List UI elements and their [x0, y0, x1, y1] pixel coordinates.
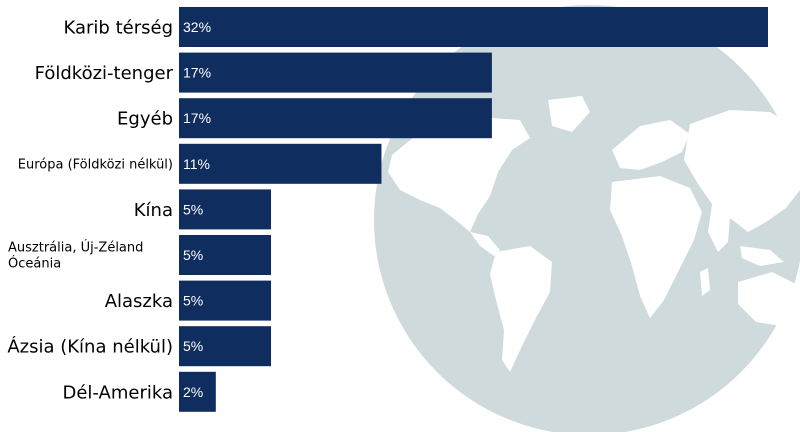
- india-shape: [708, 204, 730, 252]
- category-label: Ausztrália, Új-Zéland Óceánia: [8, 240, 143, 272]
- category-label: Alaszka: [105, 291, 173, 312]
- australia-shape: [738, 272, 800, 326]
- bar-value-label: 32%: [183, 19, 211, 35]
- bar-value-label: 2%: [183, 384, 203, 400]
- category-label: Kína: [134, 200, 173, 221]
- category-label-line: Ausztrália, Új-Zéland: [8, 240, 143, 256]
- north-america-shape: [388, 118, 530, 232]
- greenland-shape: [548, 96, 590, 132]
- europe-shape: [612, 120, 690, 170]
- central-america-shape: [470, 232, 500, 256]
- bar-8: [179, 326, 272, 367]
- category-label: Ázsia (Kína nélkül): [7, 336, 173, 358]
- bar-value-label: 17%: [183, 110, 211, 126]
- bars-layer: 32% 17% 17% 11% 5% 5% 5% 5% 2%: [179, 7, 768, 412]
- bar-value-label: 17%: [183, 65, 211, 81]
- bar-2: [179, 52, 492, 93]
- bar-5: [179, 189, 272, 230]
- category-label: Egyéb: [117, 109, 173, 130]
- bar-value-label: 5%: [183, 293, 203, 309]
- bar-value-label: 5%: [183, 247, 203, 263]
- bar-9: [179, 371, 216, 412]
- category-label: Földközi-tenger: [35, 63, 174, 84]
- bar-value-label: 5%: [183, 201, 203, 217]
- category-label: Európa (Földközi nélkül): [18, 157, 173, 172]
- madagascar-shape: [700, 268, 710, 296]
- category-label: Karib térség: [64, 17, 173, 38]
- asia-shape: [684, 110, 800, 232]
- indonesia-shape: [740, 246, 784, 266]
- bar-1: [179, 7, 768, 47]
- bar-value-label: 11%: [183, 156, 210, 172]
- category-label-line: Óceánia: [8, 256, 61, 272]
- bar-4: [179, 143, 382, 184]
- continents: [388, 96, 800, 372]
- bar-6: [179, 235, 272, 275]
- bar-value-label: 5%: [183, 338, 203, 354]
- bar-7: [179, 280, 272, 321]
- south-america-shape: [490, 246, 552, 372]
- bar-3: [179, 98, 492, 139]
- category-labels-layer: Karib térség Földközi-tenger Egyéb Európa (…: [7, 17, 173, 403]
- category-label: Dél-Amerika: [63, 382, 174, 403]
- africa-shape: [610, 176, 702, 318]
